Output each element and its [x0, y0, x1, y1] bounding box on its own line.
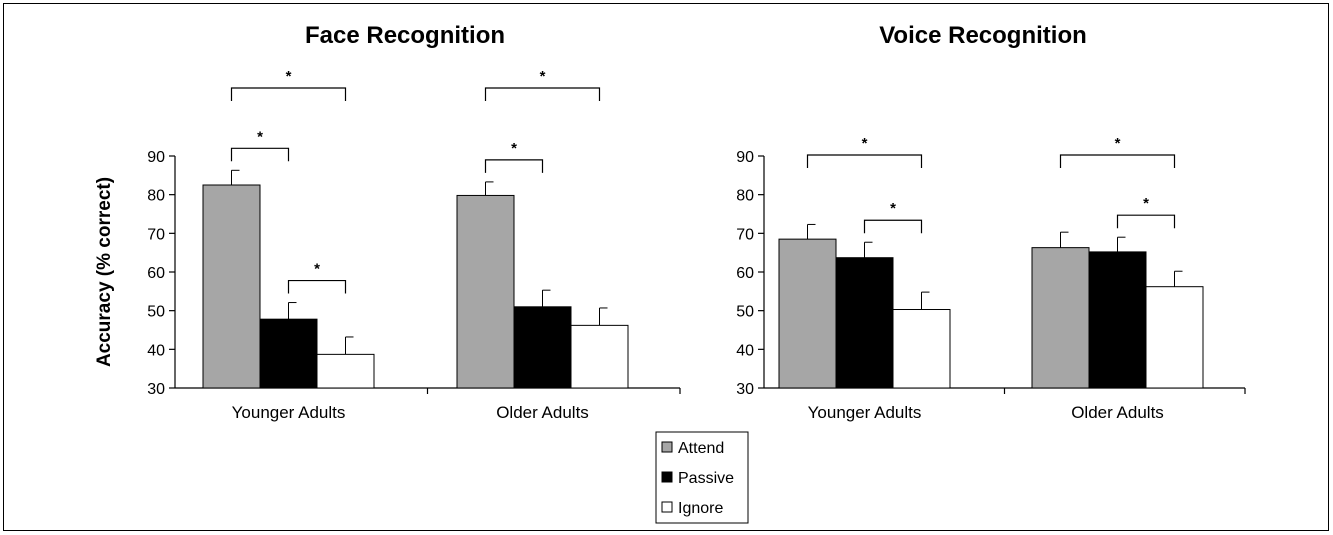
significance-bracket: * — [230, 128, 290, 162]
significance-star: * — [314, 261, 320, 278]
bar-ignore — [1145, 286, 1204, 389]
significance-bracket: * — [484, 140, 544, 173]
x-category-label: Older Adults — [496, 403, 589, 422]
significance-bracket: * — [1116, 195, 1176, 229]
significance-bracket-line — [230, 87, 347, 101]
significance-bracket-line — [806, 154, 923, 168]
significance-bracket-line — [1059, 154, 1176, 168]
significance-star: * — [511, 140, 517, 157]
figure-frame — [3, 3, 1329, 531]
significance-star: * — [890, 200, 896, 217]
y-tick-label: 30 — [147, 381, 165, 398]
bar-ignore — [316, 353, 375, 389]
significance-bracket: * — [287, 261, 347, 294]
y-tick-label: 50 — [147, 304, 165, 321]
y-tick-label: 90 — [736, 149, 754, 166]
y-tick-label: 40 — [736, 342, 754, 359]
y-tick-label: 60 — [736, 265, 754, 282]
y-tick-label: 60 — [147, 265, 165, 282]
significance-bracket-line — [484, 159, 544, 173]
x-category-label: Younger Adults — [808, 403, 922, 422]
y-tick-label: 90 — [147, 149, 165, 166]
chart-panel-voice-recognition: Voice Recognition 30 40 50 60 70 80 90 Younger A… — [736, 22, 1246, 422]
significance-star: * — [1115, 135, 1121, 152]
legend-swatch — [661, 471, 673, 483]
significance-bracket: * — [484, 68, 601, 101]
legend-label: Ignore — [678, 500, 723, 517]
y-tick-label: 70 — [736, 226, 754, 243]
significance-star: * — [1143, 195, 1149, 212]
bar-ignore — [892, 309, 951, 389]
bar-attend — [778, 238, 837, 389]
y-tick-label: 50 — [736, 304, 754, 321]
y-axis-label: Accuracy (% correct) — [94, 177, 115, 367]
legend-label: Passive — [678, 470, 734, 487]
bar-passive — [513, 306, 572, 389]
x-category-label: Younger Adults — [232, 403, 346, 422]
legend: Attend Passive Ignore — [655, 431, 749, 524]
legend-swatch — [661, 501, 673, 513]
bar-ignore — [570, 324, 629, 389]
y-tick-label: 70 — [147, 226, 165, 243]
significance-bracket: * — [1059, 135, 1176, 168]
significance-bracket-line — [1116, 214, 1176, 229]
chart-panel-face-recognition: Face Recognition Accuracy (% correct) 30 40… — [94, 22, 681, 422]
significance-bracket: * — [806, 135, 923, 168]
y-tick-label: 30 — [736, 381, 754, 398]
legend-swatch — [661, 441, 673, 453]
legend-label: Attend — [678, 440, 724, 457]
significance-bracket: * — [863, 200, 923, 234]
significance-bracket-line — [484, 87, 601, 101]
x-category-label: Older Adults — [1071, 403, 1164, 422]
y-tick-label: 80 — [147, 188, 165, 205]
significance-star: * — [862, 135, 868, 152]
significance-bracket: * — [230, 68, 347, 101]
bar-attend — [202, 184, 261, 389]
chart-title: Voice Recognition — [879, 22, 1087, 49]
y-tick-label: 40 — [147, 342, 165, 359]
significance-star: * — [286, 68, 292, 85]
bar-attend — [456, 194, 515, 389]
significance-bracket-line — [863, 219, 923, 234]
bar-attend — [1031, 247, 1090, 389]
significance-star: * — [257, 128, 263, 145]
significance-star: * — [540, 68, 546, 85]
bar-passive — [259, 318, 318, 389]
significance-bracket-line — [230, 147, 290, 162]
y-tick-label: 80 — [736, 188, 754, 205]
bar-passive — [835, 257, 894, 389]
bar-passive — [1088, 251, 1147, 389]
chart-title: Face Recognition — [305, 22, 505, 49]
significance-bracket-line — [287, 279, 347, 294]
